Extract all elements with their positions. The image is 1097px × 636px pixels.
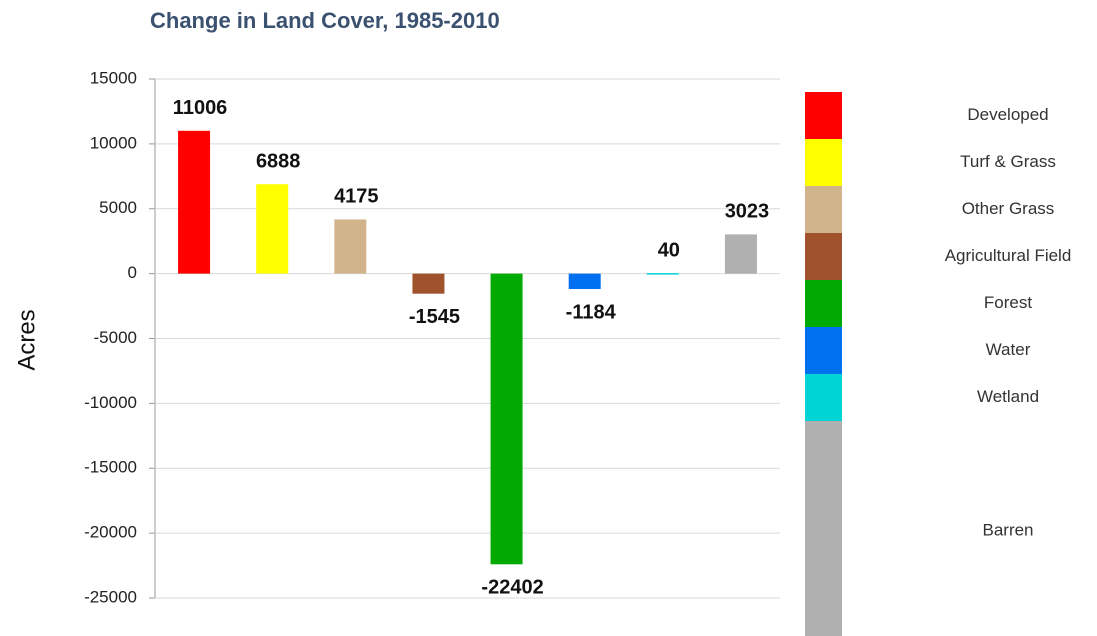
bar (724, 234, 757, 274)
legend-label: Agricultural Field (945, 246, 1072, 265)
bar (568, 273, 601, 289)
value-label: -1545 (409, 306, 460, 328)
legend-label: Forest (984, 293, 1032, 312)
bar (178, 130, 211, 274)
y-tick-label: 0 (128, 263, 137, 282)
value-label: 6888 (256, 151, 301, 173)
legend-label: Other Grass (962, 199, 1055, 218)
value-label: -1184 (566, 301, 617, 323)
legend-label: Barren (982, 520, 1033, 539)
y-tick-label: 10000 (90, 133, 137, 152)
bar (334, 219, 367, 274)
legend-label: Wetland (977, 387, 1039, 406)
legend-swatch (805, 327, 842, 374)
value-label: 4175 (334, 186, 379, 208)
legend-swatch (805, 92, 842, 139)
value-label: 3023 (725, 201, 770, 223)
legend-label: Developed (967, 105, 1048, 124)
legend-swatch (805, 421, 842, 636)
value-label: 11006 (173, 97, 228, 119)
y-tick-label: -10000 (84, 393, 137, 412)
bar (646, 273, 679, 275)
y-tick-label: -20000 (84, 523, 137, 542)
legend-swatch (805, 374, 842, 421)
legend-swatch (805, 280, 842, 327)
legend-label: Turf & Grass (960, 152, 1056, 171)
bar (490, 273, 523, 565)
y-axis-label: Acres (13, 309, 40, 370)
y-tick-label: -5000 (94, 328, 137, 347)
legend-swatch (805, 139, 842, 186)
bar (412, 273, 445, 294)
legend-swatch (805, 233, 842, 280)
legend-swatch (805, 186, 842, 233)
y-tick-label: 15000 (90, 68, 137, 87)
y-tick-label: -15000 (84, 458, 137, 477)
value-label: -22402 (481, 577, 543, 599)
legend-label: Water (986, 340, 1031, 359)
bar (256, 184, 289, 274)
y-tick-label: -25000 (84, 587, 137, 606)
chart-title: Change in Land Cover, 1985-2010 (150, 8, 500, 33)
y-tick-label: 5000 (99, 198, 137, 217)
value-label: 40 (658, 239, 680, 261)
